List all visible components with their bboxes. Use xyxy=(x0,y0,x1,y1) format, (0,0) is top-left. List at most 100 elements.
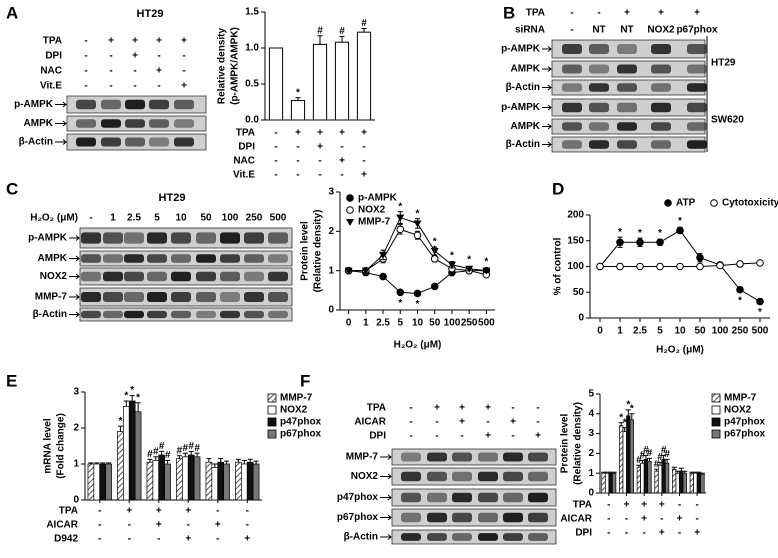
x-tick-label: 100 xyxy=(444,318,461,329)
annotation: # xyxy=(661,445,667,456)
condition-sign: - xyxy=(274,170,277,181)
blot-band xyxy=(562,122,582,131)
annotation: * xyxy=(416,299,420,310)
y-tick-label: 2 xyxy=(328,226,334,237)
condition-sign: - xyxy=(98,506,101,517)
y-tick-label: 150 xyxy=(567,235,584,246)
legend-swatch xyxy=(267,405,277,415)
blot-row-label: AMPK xyxy=(511,121,541,132)
condition-sign: + xyxy=(624,8,630,19)
condition-sign: - xyxy=(274,142,277,153)
bar xyxy=(647,460,652,494)
x-tick-label: 5 xyxy=(397,318,403,329)
x-tick-label: 1 xyxy=(363,318,369,329)
annotation: # xyxy=(177,445,183,456)
blot-band xyxy=(147,271,167,282)
y-tick-label: 5 xyxy=(588,389,594,400)
blot-band xyxy=(687,140,707,149)
marker xyxy=(346,194,354,202)
blot-row-label: MMP-7 xyxy=(35,292,68,303)
blot-band xyxy=(103,254,123,263)
condition-sign: - xyxy=(607,528,610,539)
bar xyxy=(223,463,230,501)
condition-sign: - xyxy=(536,403,539,414)
y-axis-label: (Fold change) xyxy=(56,413,67,479)
condition-sign: - xyxy=(642,528,645,539)
annotation: * xyxy=(398,201,402,212)
annotation: * xyxy=(619,412,623,423)
condition-sign: - xyxy=(318,156,321,167)
condition-sign: - xyxy=(536,417,539,428)
blot-band xyxy=(452,452,472,462)
condition-label: H₂O₂ (μM) xyxy=(30,213,78,224)
bar xyxy=(604,472,610,494)
x-tick-label: 1 xyxy=(617,326,623,337)
condition-sign: 5 xyxy=(154,213,160,224)
marker xyxy=(346,206,354,214)
blot-band xyxy=(124,254,144,263)
blot-band xyxy=(196,291,216,303)
bar xyxy=(134,411,142,501)
condition-sign: - xyxy=(216,534,219,545)
condition-sign: + xyxy=(434,403,440,414)
annotation: # xyxy=(657,452,663,463)
bar xyxy=(99,463,107,501)
blot-band xyxy=(478,492,498,503)
blot-band xyxy=(651,102,671,113)
blot-band xyxy=(124,232,144,244)
marker xyxy=(396,225,405,234)
condition-sign: - xyxy=(362,156,365,167)
blot-band xyxy=(124,291,144,303)
marker xyxy=(676,262,684,271)
blot-band xyxy=(401,471,421,482)
blot-band xyxy=(220,310,240,319)
blot-title: HT29 xyxy=(137,8,164,20)
blot-band xyxy=(478,471,498,482)
blot-band xyxy=(81,271,101,282)
blot-band xyxy=(528,492,548,503)
condition-sign: - xyxy=(84,66,87,77)
x-tick-label: 0 xyxy=(346,318,352,329)
y-axis-label: Protein level xyxy=(300,221,311,281)
marker xyxy=(656,262,664,271)
blot-band xyxy=(427,492,447,503)
marker xyxy=(656,238,664,247)
bar xyxy=(117,431,124,501)
condition-sign: + xyxy=(659,528,665,539)
blot-band xyxy=(103,291,123,303)
legend-label: p67phox xyxy=(724,429,766,440)
annotation: # xyxy=(647,448,653,459)
condition-sign: - xyxy=(296,170,299,181)
blot-band xyxy=(562,83,582,92)
marker xyxy=(447,261,456,269)
y-tick-label: 3 xyxy=(588,428,594,439)
x-tick-label: 500 xyxy=(478,318,495,329)
x-tick-label: 500 xyxy=(752,326,769,337)
panel-letter: D xyxy=(552,179,564,198)
bar xyxy=(122,406,130,501)
condition-sign: - xyxy=(109,81,112,92)
blot-band xyxy=(101,99,121,110)
annotation: * xyxy=(484,256,488,267)
arrow xyxy=(69,311,80,318)
blot-band xyxy=(452,512,472,523)
condition-sign: - xyxy=(362,142,365,153)
blot-band xyxy=(589,122,609,131)
annotation: * xyxy=(658,228,662,239)
marker xyxy=(413,231,422,240)
y-tick-label: 3 xyxy=(328,187,334,198)
condition-sign: - xyxy=(84,51,87,62)
legend-label: NOX2 xyxy=(724,405,752,416)
bar xyxy=(665,462,670,494)
marker xyxy=(379,272,387,281)
annotation: * xyxy=(678,216,682,227)
condition-label: TPA xyxy=(59,506,78,517)
marker xyxy=(379,251,388,259)
blot-row-label: p-AMPK xyxy=(28,233,68,244)
bar xyxy=(152,460,160,501)
condition-sign: - xyxy=(157,81,160,92)
blot-band xyxy=(562,102,582,113)
marker xyxy=(430,255,439,263)
x-tick-label: 250 xyxy=(461,318,478,329)
condition-sign: - xyxy=(695,500,698,511)
